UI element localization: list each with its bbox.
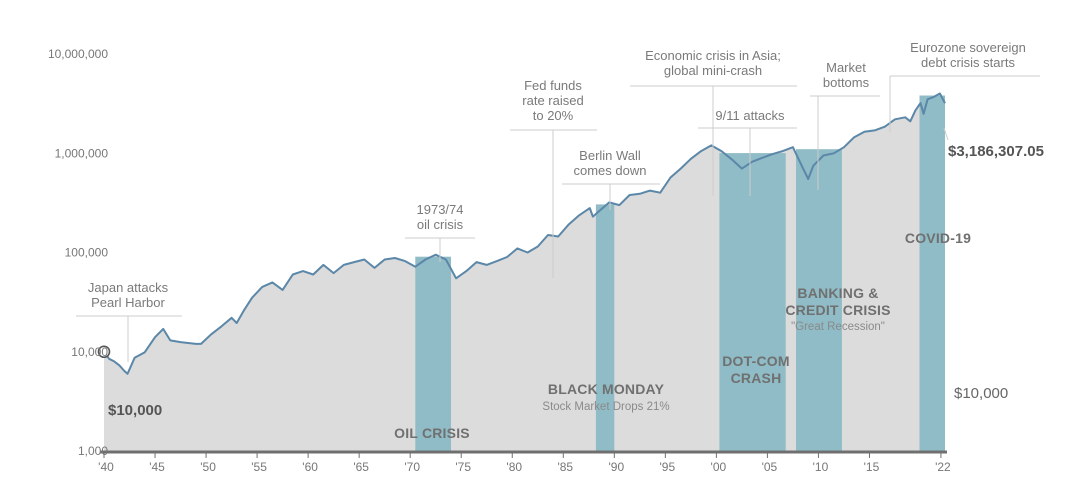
start-value-label: $10,000 xyxy=(108,402,162,419)
x-tick-label: '15 xyxy=(864,460,880,474)
event-label: Market bottoms xyxy=(823,60,870,90)
x-tick-label: '40 xyxy=(98,460,114,474)
crisis-band-3 xyxy=(796,149,842,451)
series-line xyxy=(103,92,946,375)
band-label: BLACK MONDAY xyxy=(548,381,665,397)
event-label: Fed funds rate raised to 20% xyxy=(522,78,583,123)
x-tick-label: '65 xyxy=(353,460,369,474)
band-label: COVID-19 xyxy=(905,230,971,246)
y-tick-label: 10,000,000 xyxy=(48,47,108,61)
x-tick-label: '90 xyxy=(608,460,624,474)
x-tick-label: '60 xyxy=(302,460,318,474)
crisis-band-overlays xyxy=(415,95,945,451)
crisis-band-0 xyxy=(415,256,451,451)
x-tick-label: '95 xyxy=(660,460,676,474)
start-point-marker xyxy=(97,345,111,359)
x-tick-label: '75 xyxy=(455,460,471,474)
x-tick-label: '10 xyxy=(813,460,829,474)
event-label: 1973/74 oil crisis xyxy=(417,202,464,232)
event-label: Economic crisis in Asia; global mini-cras… xyxy=(645,48,781,78)
x-tick-label: '00 xyxy=(711,460,727,474)
band-sublabel: "Great Recession" xyxy=(791,321,885,333)
end-value-leader xyxy=(943,127,949,141)
x-tick-label: '45 xyxy=(149,460,165,474)
band-sublabel: Stock Market Drops 21% xyxy=(542,401,669,413)
event-label: Berlin Wall comes down xyxy=(574,148,647,178)
annotations: Japan attacks Pearl Harbor 1973/74 oil cris… xyxy=(88,40,1044,441)
band-label: DOT-COM CRASH xyxy=(722,353,790,386)
y-tick-label: 1,000,000 xyxy=(55,146,109,160)
band-label: OIL CRISIS xyxy=(394,425,470,441)
crisis-band-4 xyxy=(919,95,945,451)
band-label: BANKING & CREDIT CRISIS xyxy=(785,285,890,318)
axes: '40 '45 '50 '55 '60 '65 '70 '75 '80 '85 '90 '95 '00 '… xyxy=(48,47,951,474)
investment-value-label: $10,000 xyxy=(954,385,1008,402)
x-tick-label: '05 xyxy=(762,460,778,474)
crisis-band-2 xyxy=(719,153,786,451)
crisis-band-1 xyxy=(595,204,615,451)
x-tick-label: '50 xyxy=(200,460,216,474)
x-tick-label: '85 xyxy=(557,460,573,474)
series-line-layer xyxy=(97,92,946,375)
x-tick-label: '55 xyxy=(251,460,267,474)
x-tick-label: '70 xyxy=(404,460,420,474)
end-value-label: $3,186,307.05 xyxy=(948,143,1044,160)
event-label: Japan attacks Pearl Harbor xyxy=(88,280,169,310)
x-tick-label: '22 xyxy=(935,460,951,474)
x-tick-label: '80 xyxy=(506,460,522,474)
y-tick-label: 10,000 xyxy=(71,345,108,359)
event-label: 9/11 attacks xyxy=(715,108,785,123)
y-tick-label: 100,000 xyxy=(65,246,109,260)
event-leader-lines xyxy=(76,75,1040,362)
y-tick-label: 1,000 xyxy=(78,444,108,458)
event-label: Eurozone sovereign debt crisis starts xyxy=(910,40,1026,70)
